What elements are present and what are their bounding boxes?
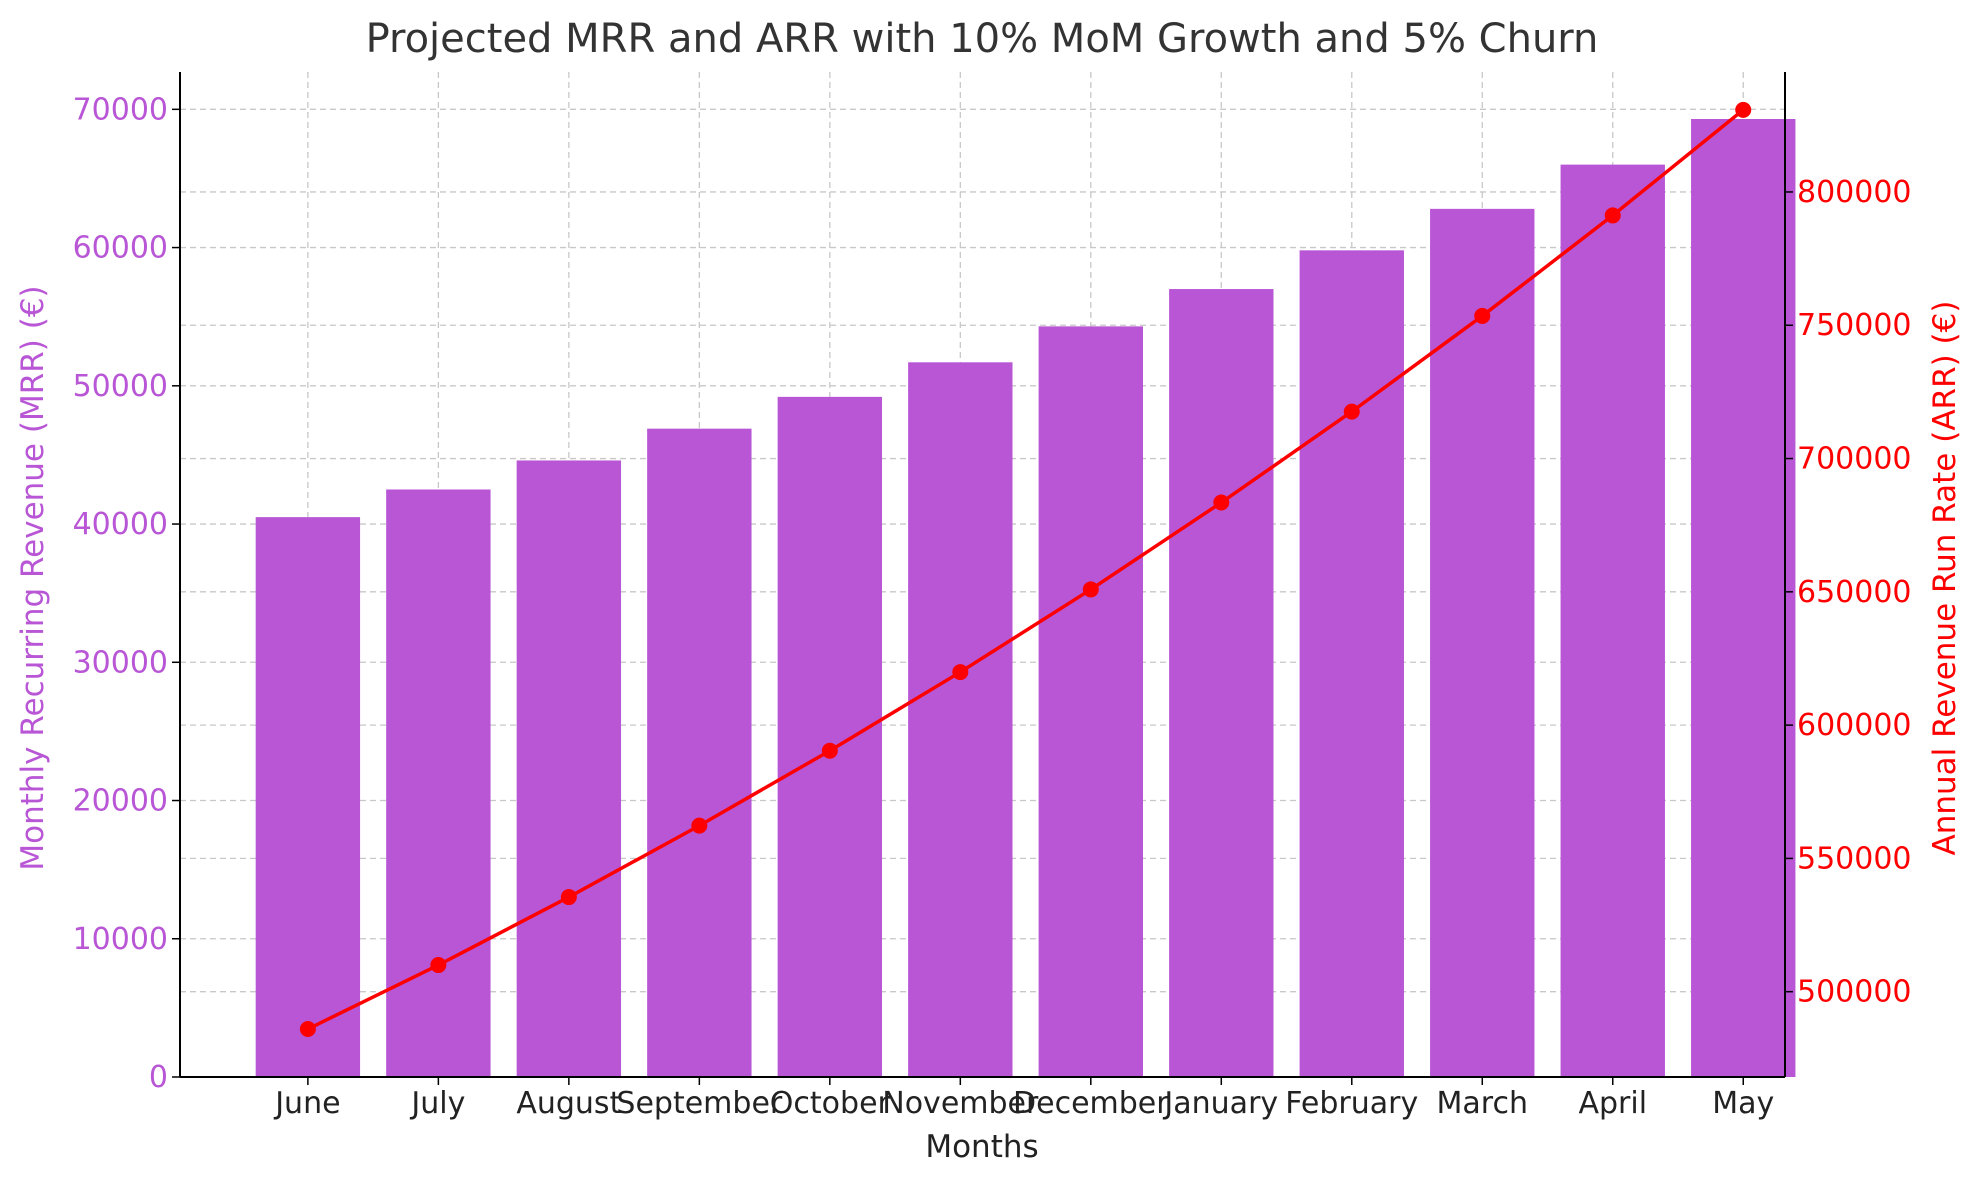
x-tick-label: September bbox=[616, 1086, 782, 1121]
left-y-axis-label: Monthly Recurring Revenue (MRR) (€) bbox=[15, 285, 51, 870]
arr-point bbox=[1735, 101, 1752, 118]
right-y-tick-label: 550000 bbox=[1797, 841, 1912, 876]
left-y-tick-label: 20000 bbox=[73, 784, 168, 819]
x-tick-label: October bbox=[770, 1086, 891, 1121]
mrr-bar bbox=[1169, 289, 1274, 1077]
arr-point bbox=[299, 1021, 316, 1038]
right-y-axis-label: Annual Revenue Run Rate (ARR) (€) bbox=[1927, 301, 1963, 856]
left-y-tick-label: 50000 bbox=[73, 369, 168, 404]
right-y-tick-label: 600000 bbox=[1797, 708, 1912, 743]
mrr-bar bbox=[516, 460, 622, 1078]
x-tick-label: August bbox=[516, 1086, 621, 1121]
mrr-bar bbox=[1299, 250, 1404, 1078]
mrr-bar bbox=[1691, 119, 1796, 1078]
mrr-bars bbox=[255, 119, 1796, 1078]
left-y-tick-label: 30000 bbox=[73, 645, 168, 680]
x-tick-label: March bbox=[1437, 1086, 1528, 1121]
arr-point bbox=[1213, 494, 1230, 511]
arr-series-line bbox=[307, 108, 1745, 1031]
mrr-bar bbox=[1430, 208, 1535, 1078]
x-tick-label: November bbox=[882, 1086, 1039, 1121]
mrr-bar bbox=[647, 428, 752, 1078]
arr-point bbox=[560, 889, 577, 906]
tick-labels: June July AugustSeptemberOctoberNovemberDe… bbox=[73, 92, 1912, 1121]
right-y-tick-label: 800000 bbox=[1797, 175, 1912, 210]
x-tick-label: April bbox=[1578, 1086, 1647, 1121]
x-tick-label: February bbox=[1285, 1086, 1418, 1121]
x-tick-label: January bbox=[1162, 1086, 1278, 1121]
x-axis-label: Months bbox=[925, 1129, 1038, 1165]
arr-point bbox=[1082, 581, 1099, 598]
x-tick-label: July bbox=[409, 1086, 465, 1121]
mrr-bar bbox=[386, 489, 491, 1078]
arr-point bbox=[1604, 207, 1621, 224]
chart-title: Projected MRR and ARR with 10% MoM Growt… bbox=[366, 16, 1599, 62]
mrr-bar bbox=[908, 362, 1013, 1077]
arr-point bbox=[1474, 307, 1491, 324]
left-y-tick-label: 70000 bbox=[73, 92, 168, 127]
arr-point bbox=[1343, 403, 1360, 420]
right-y-tick-label: 500000 bbox=[1797, 975, 1912, 1010]
left-y-tick-label: 40000 bbox=[73, 507, 168, 542]
right-y-tick-label: 650000 bbox=[1797, 575, 1912, 610]
mrr-bar bbox=[1560, 164, 1665, 1077]
x-tick-label: December bbox=[1013, 1086, 1169, 1121]
arr-point bbox=[430, 957, 447, 974]
arr-point bbox=[952, 664, 969, 681]
axes bbox=[172, 72, 1793, 1085]
x-tick-label: May bbox=[1712, 1086, 1774, 1121]
right-y-tick-label: 700000 bbox=[1797, 442, 1912, 477]
left-y-tick-label: 60000 bbox=[73, 231, 168, 266]
arr-line bbox=[299, 101, 1752, 1038]
left-y-tick-label: 0 bbox=[149, 1060, 168, 1095]
x-tick-label: June bbox=[273, 1086, 340, 1121]
left-y-tick-label: 10000 bbox=[73, 922, 168, 957]
right-y-tick-label: 750000 bbox=[1797, 308, 1912, 343]
mrr-bar bbox=[777, 396, 883, 1078]
mrr-bar bbox=[1038, 326, 1143, 1078]
arr-point bbox=[691, 817, 708, 834]
mrr-bar bbox=[255, 517, 361, 1077]
arr-point bbox=[821, 742, 838, 759]
